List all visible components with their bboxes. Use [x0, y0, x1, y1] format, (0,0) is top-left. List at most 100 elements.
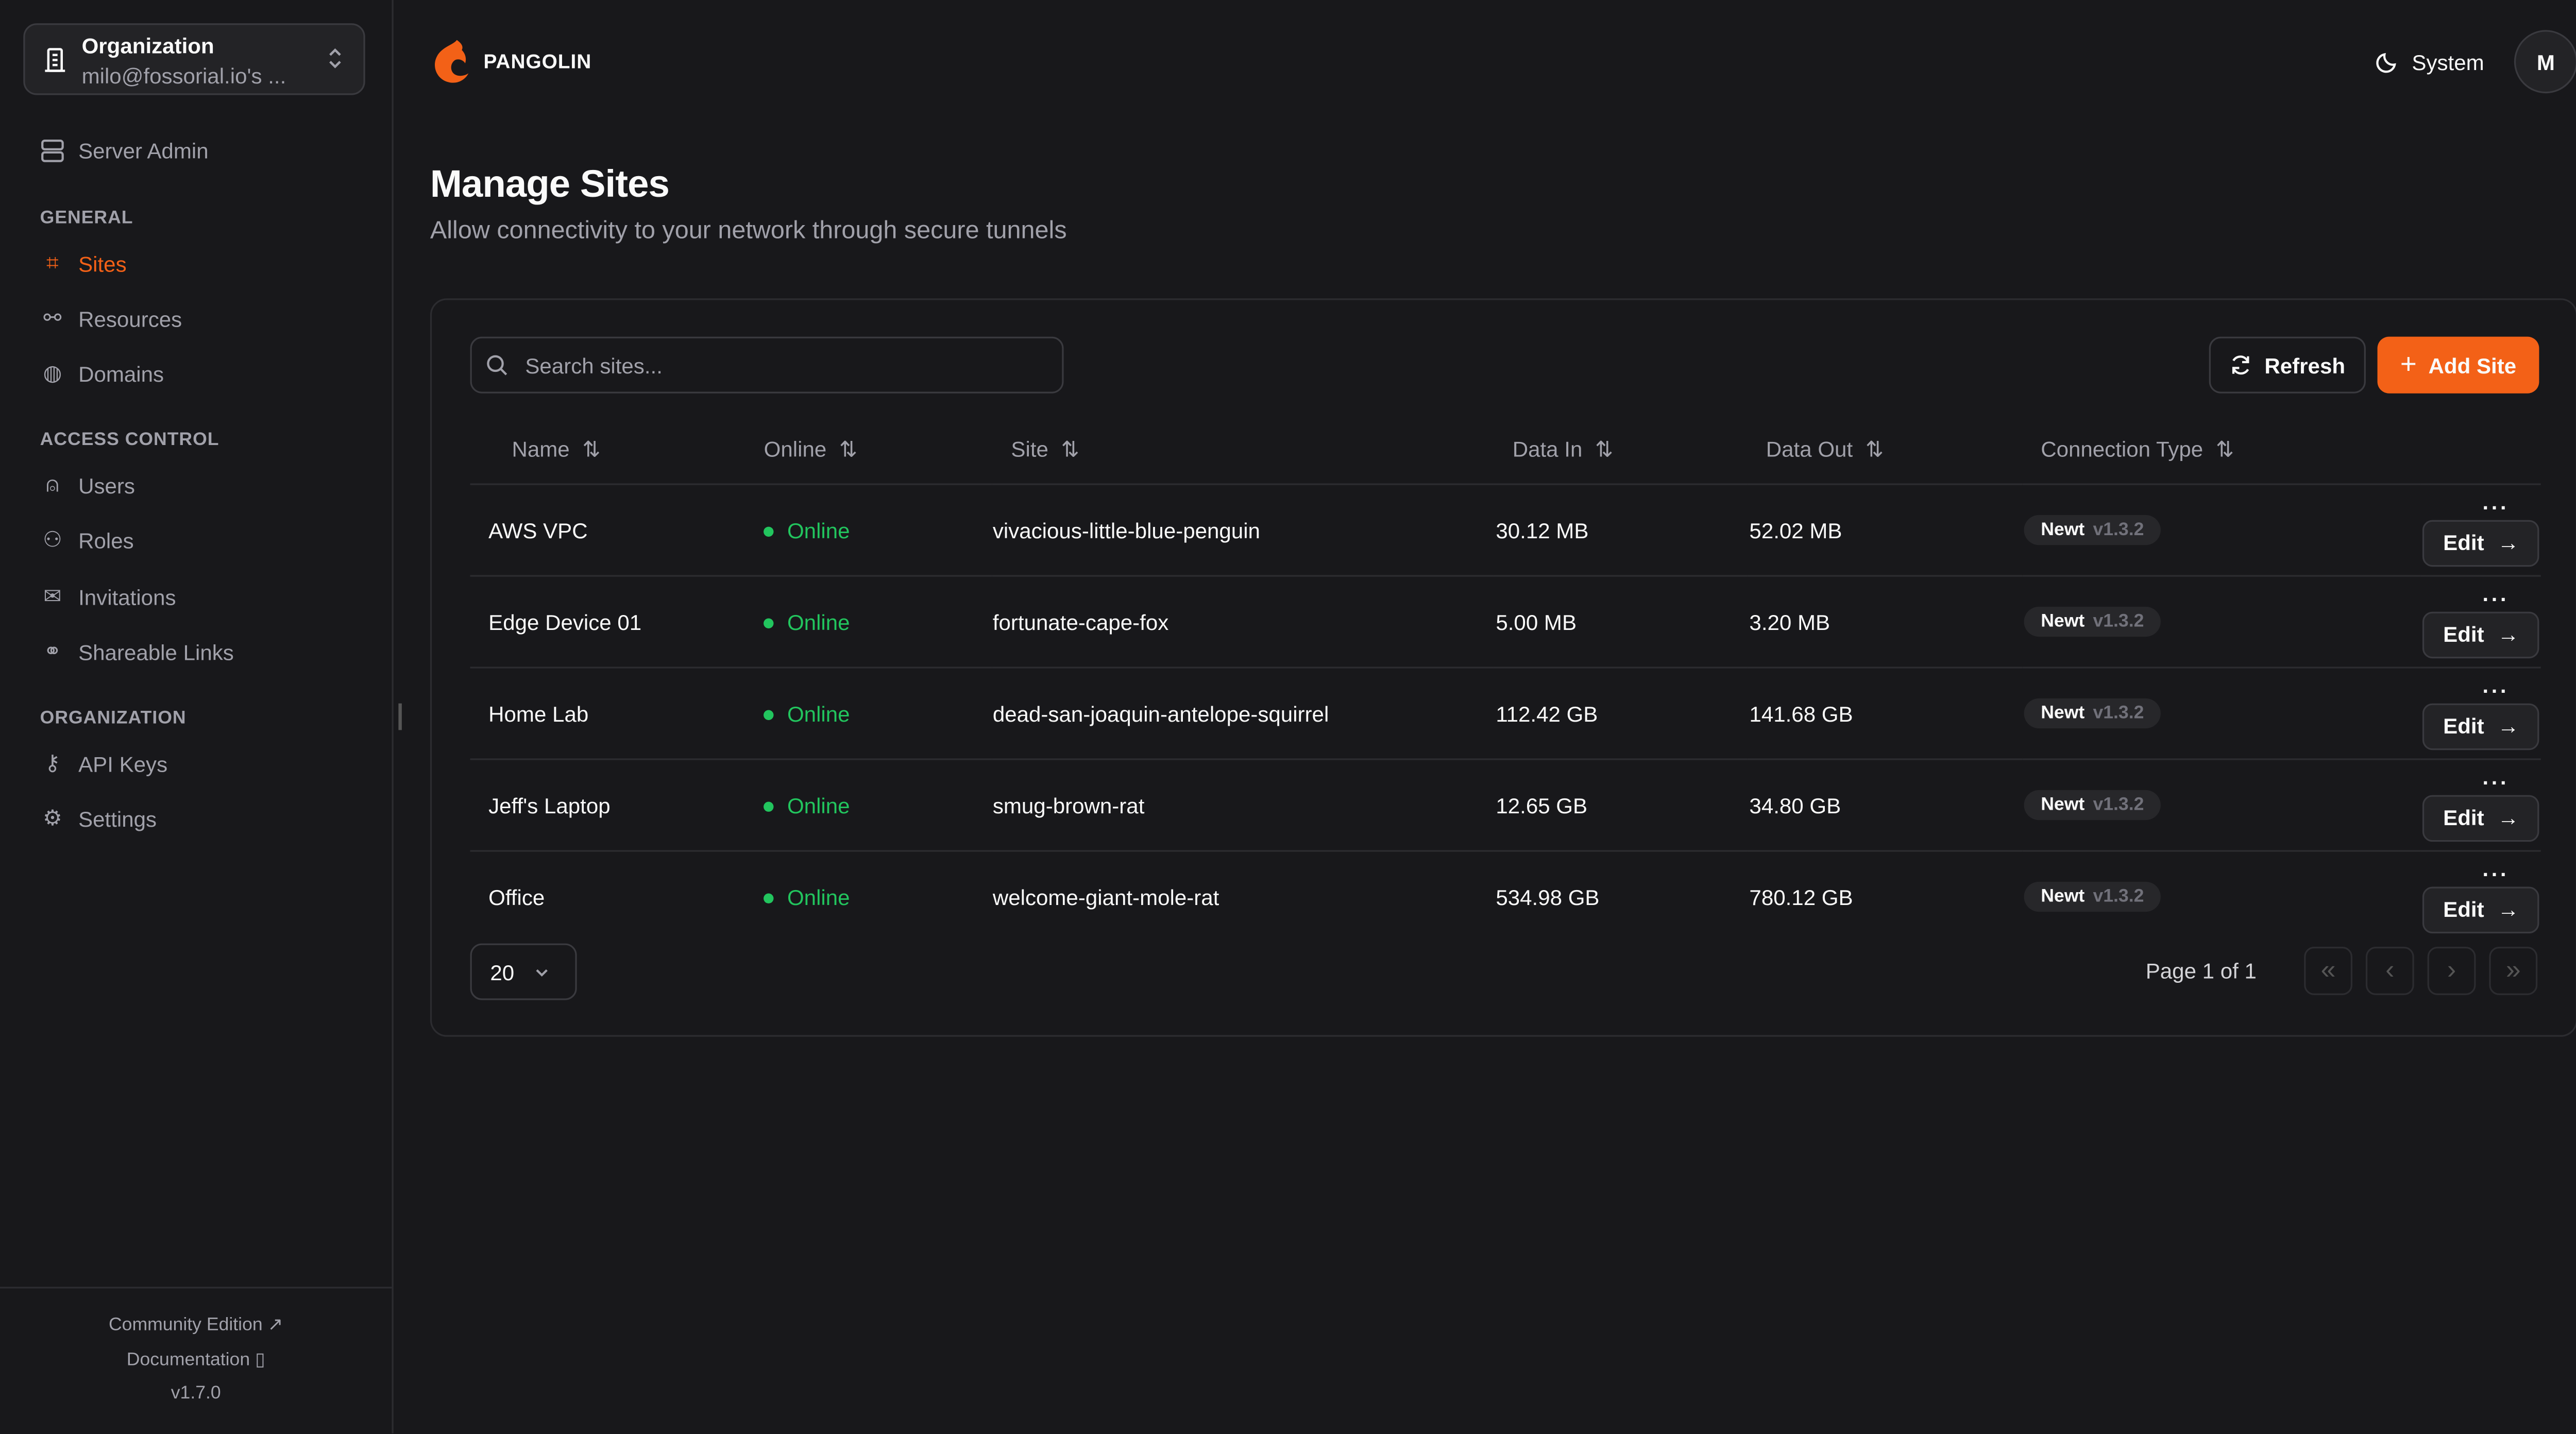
documentation-link[interactable]: Documentation ▯ [126, 1350, 265, 1370]
sites-card: Refresh + Add Site Name ⇅Online ⇅Site ⇅D… [430, 298, 2576, 1037]
sites-icon: ⌗ [46, 250, 59, 275]
data-in: 5.00 MB [1494, 576, 1748, 669]
data-out: 3.20 MB [1748, 576, 2023, 669]
brand-logo[interactable]: PANGOLIN [430, 37, 591, 87]
search-icon [487, 355, 507, 375]
arrow-right-icon: → [2497, 530, 2519, 555]
column-header-data-out[interactable]: Data Out ⇅ [1748, 417, 2023, 485]
building-icon [45, 48, 65, 72]
mail-icon: ✉ [43, 583, 62, 609]
site-name: Home Lab [470, 668, 746, 760]
sidebar-resize-handle[interactable] [398, 703, 402, 730]
column-header-data-in[interactable]: Data In ⇅ [1494, 417, 1748, 485]
table-row: Office Online welcome-giant-mole-rat 534… [470, 851, 2541, 942]
community-edition-link[interactable]: Community Edition ↗ [108, 1315, 283, 1336]
org-name: milo@fossorial.io's ... [81, 63, 286, 89]
sort-icon: ⇅ [2215, 436, 2234, 462]
refresh-icon [2232, 355, 2250, 375]
column-header-site[interactable]: Site ⇅ [992, 417, 1495, 485]
globe-icon: ◍ [43, 360, 62, 385]
connection-badge: Newt v1.3.2 [2024, 698, 2161, 729]
add-site-button[interactable]: + Add Site [2377, 336, 2539, 394]
edit-button[interactable]: Edit → [2423, 702, 2539, 749]
sidebar-item-sites[interactable]: ⌗ Sites [40, 250, 127, 277]
site-id: fortunate-cape-fox [992, 576, 1495, 669]
key-icon: ⚷ [44, 750, 61, 775]
connection-badge: Newt v1.3.2 [2024, 881, 2161, 912]
link-icon: ⚭ [43, 638, 62, 663]
site-name: Edge Device 01 [470, 576, 746, 669]
more-actions-button[interactable]: ··· [2482, 861, 2510, 886]
org-switcher[interactable]: Organization milo@fossorial.io's ... [23, 23, 365, 95]
avatar[interactable]: M [2514, 30, 2576, 94]
data-in: 30.12 MB [1494, 484, 1748, 577]
connection-badge: Newt v1.3.2 [2024, 790, 2161, 821]
more-actions-button[interactable]: ··· [2482, 769, 2510, 794]
more-actions-button[interactable]: ··· [2482, 586, 2510, 611]
version: v1.7.0 [171, 1383, 221, 1404]
search-input[interactable] [521, 351, 1029, 380]
column-header-name[interactable]: Name ⇅ [470, 417, 746, 485]
connection-badge: Newt v1.3.2 [2024, 515, 2161, 545]
sidebar-section-title: ORGANIZATION [40, 708, 187, 729]
table-row: Jeff's Laptop Online smug-brown-rat 12.6… [470, 759, 2541, 852]
status-dot-icon [764, 618, 774, 629]
edit-button[interactable]: Edit → [2423, 794, 2539, 841]
edit-button[interactable]: Edit → [2423, 610, 2539, 658]
edit-button[interactable]: Edit → [2423, 519, 2539, 566]
moon-icon [2376, 53, 2396, 73]
sidebar-section-title: ACCESS CONTROL [40, 430, 219, 450]
data-out: 52.02 MB [1748, 484, 2023, 577]
online-status: Online [745, 576, 993, 669]
next-page-button[interactable]: › [2427, 947, 2476, 995]
site-id: vivacious-little-blue-penguin [992, 484, 1495, 577]
online-status: Online [745, 484, 993, 577]
sort-icon: ⇅ [1061, 436, 1079, 462]
connection-type: Newt v1.3.2 [2023, 851, 2421, 942]
sort-icon: ⇅ [582, 436, 601, 462]
sort-icon: ⇅ [839, 436, 858, 462]
arrow-right-icon: → [2497, 622, 2519, 647]
data-in: 12.65 GB [1494, 759, 1748, 852]
connection-type: Newt v1.3.2 [2022, 759, 2422, 852]
sidebar-item-resources[interactable]: ⚯ Resources [40, 305, 182, 332]
sidebar-item-settings[interactable]: ⚙ Settings [40, 805, 157, 832]
sidebar-item-server-admin[interactable]: Server Admin [40, 139, 209, 163]
last-page-button[interactable]: » [2489, 947, 2538, 995]
sidebar-item-label: Sites [78, 251, 127, 276]
prev-page-button[interactable]: ‹ [2365, 947, 2414, 995]
sidebar-item-label: Roles [78, 527, 134, 553]
refresh-button[interactable]: Refresh [2209, 336, 2366, 394]
table-row: Edge Device 01 Online fortunate-cape-fox… [470, 576, 2541, 669]
column-header-online[interactable]: Online ⇅ [745, 417, 993, 485]
sidebar-item-roles[interactable]: ⚇ Roles [40, 527, 134, 554]
connection-type: Newt v1.3.2 [2022, 668, 2422, 760]
search-field[interactable] [470, 336, 1064, 394]
sidebar-item-users[interactable]: ⍝ Users [40, 472, 135, 499]
table-row: Home Lab Online dead-san-joaquin-antelop… [470, 668, 2541, 760]
column-header-connection-type[interactable]: Connection Type ⇅ [2022, 417, 2422, 485]
external-link-icon: ↗ [267, 1315, 283, 1336]
arrow-right-icon: → [2497, 896, 2519, 922]
edit-button[interactable]: Edit → [2423, 885, 2539, 933]
more-actions-button[interactable]: ··· [2482, 494, 2510, 520]
page-size-select[interactable]: 20 [470, 943, 577, 1000]
arrow-right-icon: → [2497, 713, 2519, 739]
sidebar-item-label: Users [78, 472, 135, 498]
data-in: 112.42 GB [1494, 668, 1748, 760]
sidebar-item-label: API Keys [78, 750, 168, 776]
chevron-down-icon [537, 969, 549, 977]
sort-icon: ⇅ [1865, 436, 1884, 462]
page-info: Page 1 of 1 [2145, 958, 2257, 984]
theme-toggle[interactable]: System [2375, 49, 2484, 74]
sidebar-item-shareable-links[interactable]: ⚭ Shareable Links [40, 638, 234, 665]
connection-type: Newt v1.3.2 [2022, 576, 2422, 669]
table-row: AWS VPC Online vivacious-little-blue-pen… [470, 484, 2541, 577]
more-actions-button[interactable]: ··· [2482, 677, 2510, 703]
first-page-button[interactable]: « [2304, 947, 2352, 995]
status-dot-icon [764, 801, 774, 812]
sidebar-item-domains[interactable]: ◍ Domains [40, 360, 164, 387]
sidebar-item-invitations[interactable]: ✉ Invitations [40, 584, 176, 610]
sidebar-item-api-keys[interactable]: ⚷ API Keys [40, 750, 168, 777]
plus-icon: + [2400, 348, 2417, 380]
